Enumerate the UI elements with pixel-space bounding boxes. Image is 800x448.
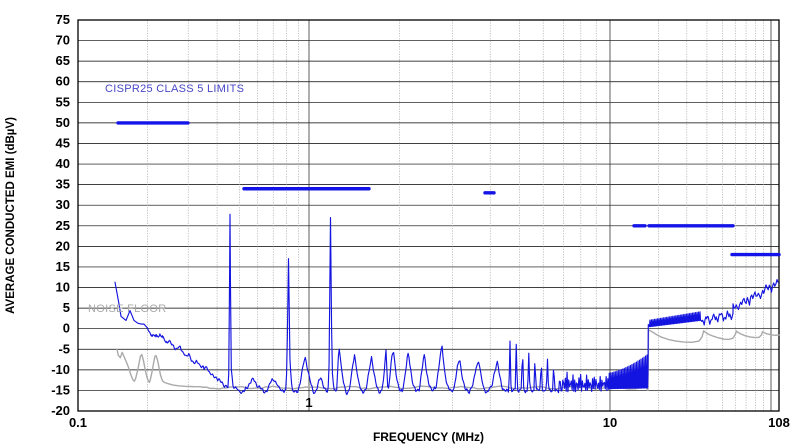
svg-text:108: 108 — [768, 415, 790, 430]
svg-text:1: 1 — [305, 395, 312, 410]
svg-text:75: 75 — [56, 12, 70, 27]
svg-text:NOISE FLOOR: NOISE FLOOR — [88, 303, 166, 315]
svg-text:0.1: 0.1 — [69, 415, 87, 430]
svg-text:55: 55 — [56, 94, 70, 109]
svg-text:-15: -15 — [51, 382, 70, 397]
svg-text:-5: -5 — [58, 341, 70, 356]
svg-text:60: 60 — [56, 74, 70, 89]
svg-text:-20: -20 — [51, 403, 70, 418]
svg-text:-10: -10 — [51, 362, 70, 377]
svg-text:10: 10 — [56, 280, 70, 295]
svg-text:25: 25 — [56, 218, 70, 233]
svg-text:5: 5 — [63, 300, 70, 315]
svg-text:40: 40 — [56, 156, 70, 171]
svg-text:30: 30 — [56, 197, 70, 212]
svg-text:CISPR25 CLASS 5 LIMITS: CISPR25 CLASS 5 LIMITS — [105, 83, 244, 95]
svg-text:15: 15 — [56, 259, 70, 274]
svg-text:FREQUENCY (MHz): FREQUENCY (MHz) — [373, 430, 484, 444]
svg-text:70: 70 — [56, 33, 70, 48]
svg-text:10: 10 — [603, 415, 617, 430]
svg-text:50: 50 — [56, 115, 70, 130]
svg-text:35: 35 — [56, 177, 70, 192]
svg-text:20: 20 — [56, 238, 70, 253]
svg-text:0: 0 — [63, 321, 70, 336]
svg-text:65: 65 — [56, 53, 70, 68]
svg-text:45: 45 — [56, 135, 70, 150]
svg-text:AVERAGE CONDUCTED EMI (dBµV): AVERAGE CONDUCTED EMI (dBµV) — [5, 117, 17, 314]
